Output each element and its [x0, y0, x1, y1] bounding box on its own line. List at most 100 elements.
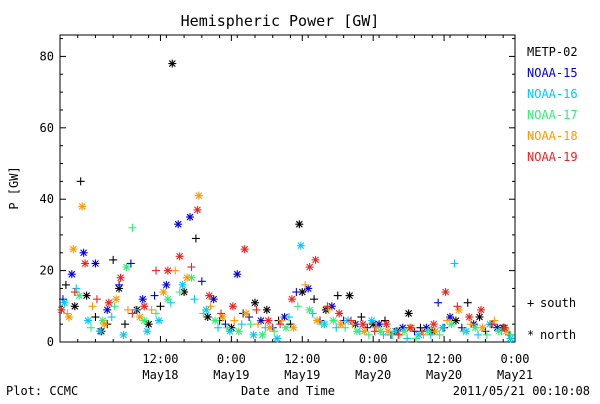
data-point-north — [429, 320, 438, 329]
marker-stroke — [477, 306, 485, 314]
chart-title: Hemispheric Power [GW] — [181, 12, 380, 30]
data-point-north — [313, 316, 322, 325]
marker-stroke — [431, 327, 439, 335]
data-point-north — [336, 320, 345, 329]
x-axis: 12:00 May18 0:00 May19 12:00 May19 0:00 May20 12… — [59, 35, 533, 382]
data-point-south — [301, 280, 310, 289]
marker-stroke — [65, 313, 73, 321]
marker-stroke — [406, 324, 414, 332]
data-point-north — [67, 270, 76, 279]
marker-stroke — [353, 327, 361, 335]
data-point-south — [488, 320, 497, 329]
data-point-south — [152, 266, 161, 275]
marker-stroke — [288, 295, 296, 303]
data-point-north — [70, 302, 79, 311]
data-point-north — [289, 323, 298, 332]
marker-stroke — [80, 249, 88, 257]
marker-stroke — [263, 306, 271, 314]
data-point-south — [474, 330, 483, 339]
data-point-south — [190, 295, 199, 304]
data-point-south — [123, 305, 132, 314]
data-point-south — [324, 305, 333, 314]
marker-stroke — [391, 327, 399, 335]
data-point-south — [217, 309, 226, 318]
marker-stroke — [258, 331, 266, 339]
marker-stroke — [219, 313, 226, 321]
marker-stroke — [69, 245, 77, 253]
data-point-south — [126, 259, 135, 268]
data-point-south — [109, 255, 118, 264]
data-point-south — [237, 320, 246, 329]
y-axis-label: P [GW] — [7, 166, 21, 209]
marker-stroke — [297, 242, 305, 250]
x-tick-label-time: 0:00 — [217, 352, 246, 366]
data-point-north — [119, 330, 128, 339]
data-point-south — [443, 316, 452, 325]
legend-marker-symbol: + — [527, 296, 534, 310]
data-point-north — [265, 323, 274, 332]
marker-stroke — [78, 202, 86, 210]
data-point-north — [251, 298, 259, 307]
marker-stroke — [306, 306, 314, 314]
data-point-north — [400, 327, 409, 336]
marker-stroke — [204, 313, 212, 321]
legend-entry: METP-02 — [527, 45, 578, 59]
marker-stroke — [241, 245, 249, 253]
marker-stroke — [120, 331, 127, 339]
marker-stroke — [282, 324, 290, 332]
data-point-north — [79, 248, 88, 257]
data-point-north — [140, 302, 149, 311]
data-point-south — [341, 323, 350, 332]
marker-stroke — [360, 327, 368, 335]
marker-stroke — [304, 285, 312, 292]
marker-stroke — [140, 302, 148, 310]
data-point-north — [475, 313, 484, 322]
data-point-north — [335, 309, 344, 318]
marker-stroke — [92, 260, 99, 267]
marker-stroke — [359, 320, 367, 328]
data-point-north — [175, 252, 184, 261]
marker-stroke — [145, 320, 153, 328]
y-axis: 0 20 40 60 80 — [40, 38, 515, 349]
marker-stroke — [313, 317, 321, 324]
data-point-south — [293, 302, 302, 311]
data-point-south — [191, 234, 200, 243]
data-point-north — [138, 295, 147, 304]
data-point-north — [304, 284, 313, 293]
data-point-north — [218, 313, 227, 322]
x-tick-label-time: 0:00 — [359, 352, 388, 366]
legend-entry: NOAA-16 — [527, 87, 578, 101]
data-point-south — [435, 330, 444, 339]
data-point-south — [222, 323, 231, 332]
data-point-north — [193, 205, 202, 214]
marker-stroke — [422, 324, 430, 332]
data-point-north — [228, 302, 237, 311]
marker-stroke — [186, 213, 194, 221]
data-point-north — [451, 316, 460, 325]
data-point-north — [178, 280, 187, 289]
marker-stroke — [235, 327, 243, 335]
marker-stroke — [174, 220, 182, 228]
data-point-south — [150, 291, 159, 300]
data-point-north — [358, 320, 367, 329]
marker-stroke — [83, 292, 90, 299]
data-point-south — [110, 302, 119, 311]
x-tick-label-date: May21 — [497, 368, 533, 382]
marker-stroke — [202, 306, 210, 314]
data-point-north — [360, 327, 369, 336]
x-axis-label: Date and Time — [241, 384, 335, 398]
data-point-north — [305, 305, 314, 314]
data-point-south — [412, 334, 421, 343]
data-point-north — [258, 330, 267, 339]
data-point-north — [305, 263, 314, 272]
data-point-south — [372, 323, 381, 332]
data-point-south — [252, 305, 261, 314]
data-point-north — [404, 309, 413, 318]
data-point-south — [197, 277, 206, 286]
y-tick-label: 40 — [40, 192, 54, 206]
marker-stroke — [346, 292, 353, 299]
data-point-north — [471, 323, 480, 332]
data-point-north — [502, 327, 511, 336]
marker-stroke — [439, 324, 447, 332]
